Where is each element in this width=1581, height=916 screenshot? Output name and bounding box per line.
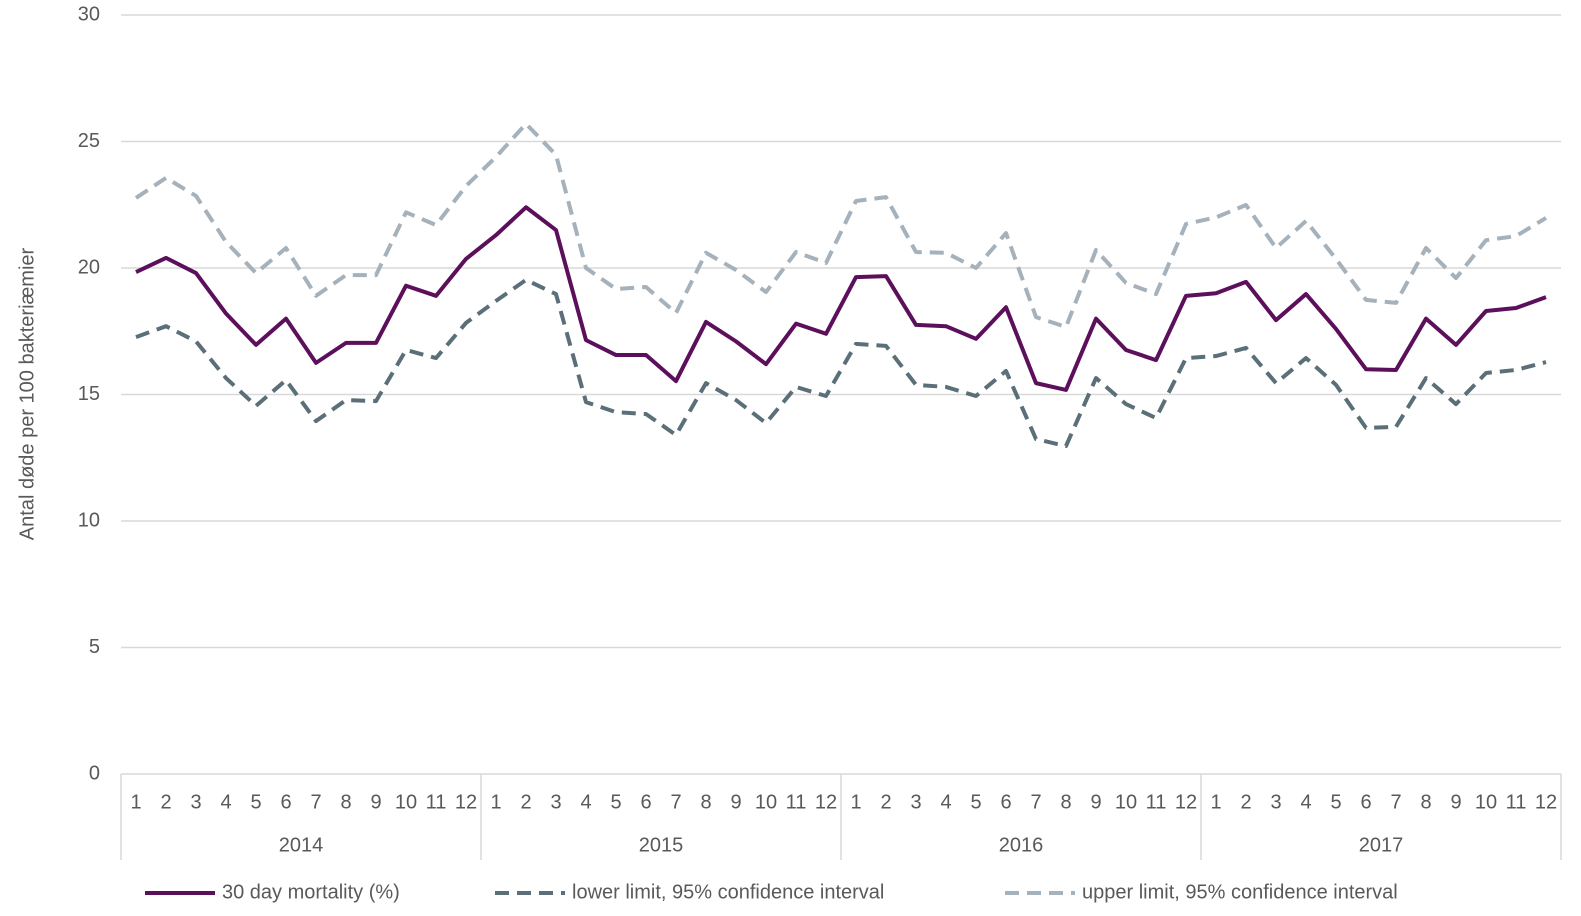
x-tick-label: 6 [640,791,651,813]
x-tick-label: 11 [786,791,807,813]
x-tick-label: 9 [730,791,741,813]
x-tick-label: 7 [1390,791,1401,813]
y-tick-label: 25 [78,130,100,152]
x-tick-label: 10 [1475,791,1497,813]
x-tick-label: 11 [426,791,447,813]
year-label: 2014 [279,834,324,856]
x-tick-label: 5 [250,791,261,813]
x-tick-label: 5 [610,791,621,813]
y-tick-label: 0 [89,762,100,784]
x-tick-label: 5 [970,791,981,813]
x-tick-label: 8 [1060,791,1071,813]
x-tick-label: 2 [1240,791,1251,813]
x-tick-label: 9 [1090,791,1101,813]
x-tick-label: 7 [1030,791,1041,813]
x-tick-label: 12 [1535,791,1557,813]
x-tick-label: 4 [580,791,591,813]
y-axis-label: Antal døde per 100 bakteriæmier [16,247,38,540]
legend-label: lower limit, 95% confidence interval [572,881,884,903]
year-label: 2015 [639,834,684,856]
x-tick-label: 7 [670,791,681,813]
legend-label: 30 day mortality (%) [222,881,400,903]
x-tick-label: 2 [880,791,891,813]
x-tick-label: 12 [815,791,837,813]
x-tick-label: 3 [190,791,201,813]
x-tick-label: 2 [160,791,171,813]
x-tick-label: 9 [1450,791,1461,813]
x-tick-label: 10 [395,791,417,813]
x-tick-label: 8 [1420,791,1431,813]
year-label: 2016 [999,834,1044,856]
x-tick-label: 6 [1000,791,1011,813]
x-tick-label: 3 [550,791,561,813]
y-tick-label: 5 [89,636,100,658]
x-tick-label: 1 [850,791,861,813]
legend-label: upper limit, 95% confidence interval [1082,881,1398,903]
x-tick-label: 7 [310,791,321,813]
x-tick-label: 11 [1506,791,1527,813]
x-tick-label: 9 [370,791,381,813]
data-line [135,205,1547,392]
x-tick-label: 1 [130,791,141,813]
x-tick-label: 3 [1270,791,1281,813]
x-tick-label: 8 [340,791,351,813]
x-tick-label: 6 [280,791,291,813]
x-tick-label: 1 [490,791,501,813]
x-tick-label: 4 [220,791,231,813]
x-tick-label: 10 [1115,791,1137,813]
x-tick-label: 4 [940,791,951,813]
x-tick-label: 4 [1300,791,1311,813]
x-tick-label: 12 [455,791,477,813]
x-tick-label: 8 [700,791,711,813]
y-tick-label: 15 [78,383,100,405]
data-line [134,121,1548,329]
year-label: 2017 [1359,834,1404,856]
x-tick-label: 12 [1175,791,1197,813]
y-tick-label: 30 [78,3,100,25]
x-tick-label: 5 [1330,791,1341,813]
x-tick-label: 11 [1146,791,1167,813]
x-tick-label: 10 [755,791,777,813]
y-tick-label: 10 [78,509,100,531]
x-tick-label: 6 [1360,791,1371,813]
x-tick-label: 3 [910,791,921,813]
x-tick-label: 2 [520,791,531,813]
x-tick-label: 1 [1210,791,1221,813]
y-tick-label: 20 [78,256,100,278]
